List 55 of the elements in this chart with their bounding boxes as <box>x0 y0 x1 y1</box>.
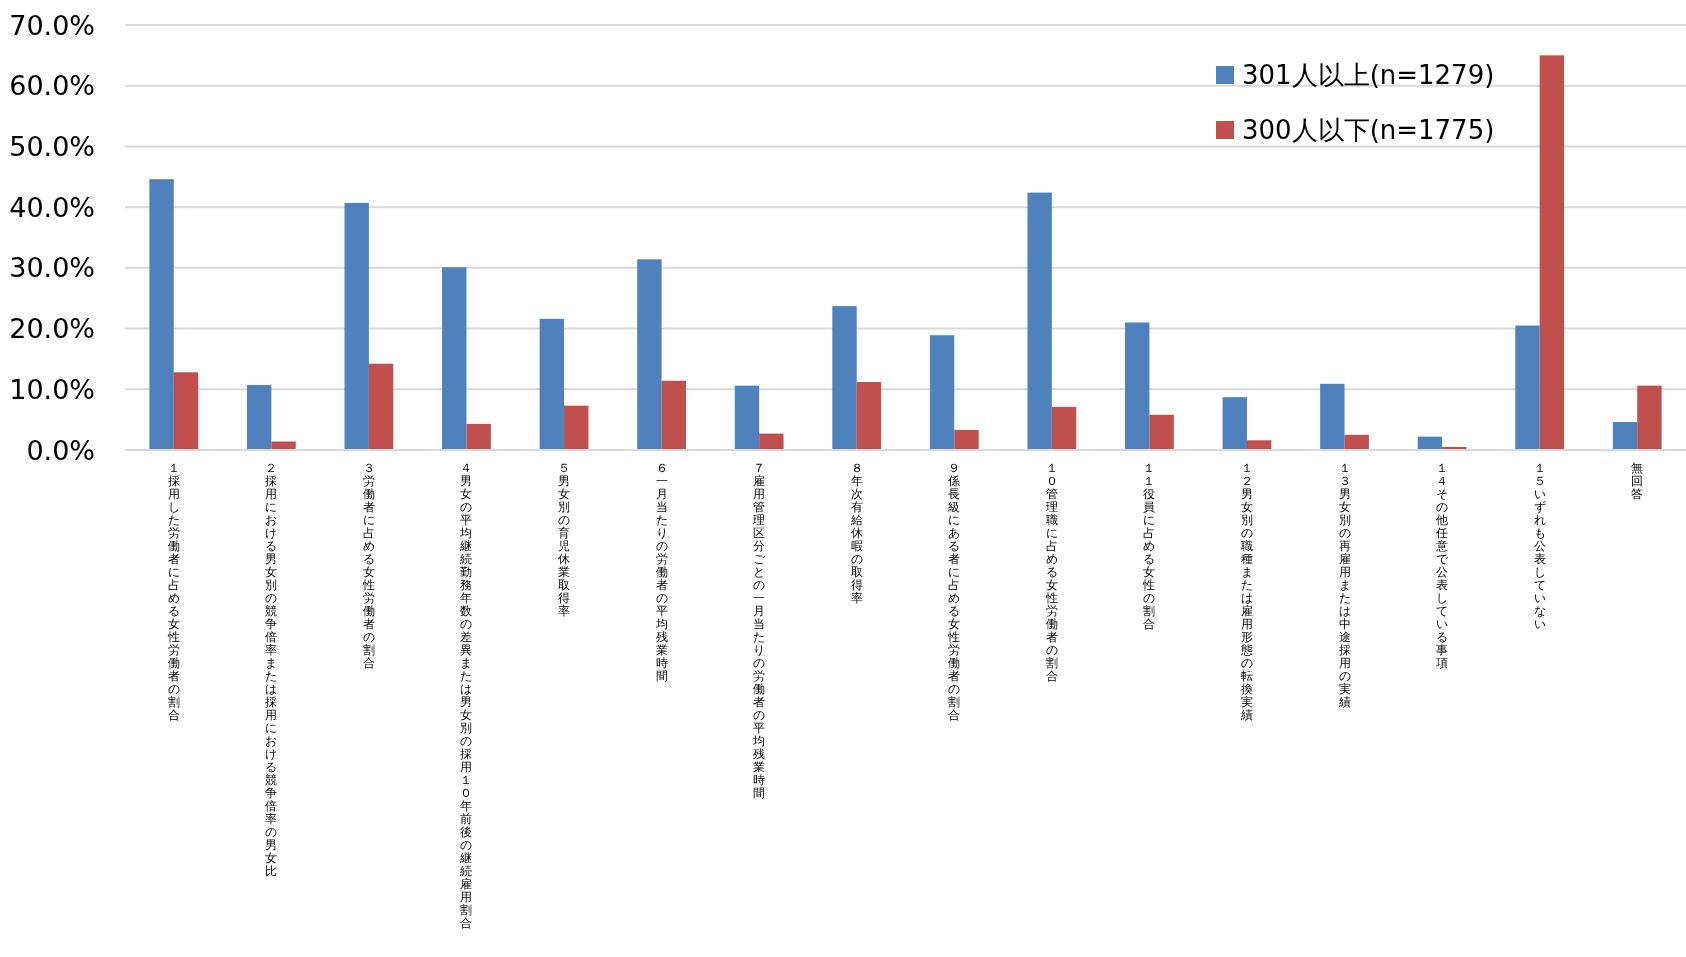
category-label: ５男女別の育児休業取得率 <box>558 461 571 618</box>
bar <box>637 259 662 450</box>
category-label: １０管理職に占める女性労働者の割合 <box>1045 461 1058 683</box>
category-label: ６一月当たりの労働者の平均残業時間 <box>655 461 668 683</box>
bar <box>661 380 686 450</box>
bar <box>1344 434 1369 450</box>
y-tick-label: 30.0% <box>9 252 95 284</box>
bar <box>832 306 857 450</box>
bar <box>1637 385 1662 450</box>
bar <box>1539 55 1565 450</box>
bar <box>1612 422 1638 450</box>
bar <box>173 372 199 450</box>
y-tick-label: 40.0% <box>9 191 95 223</box>
y-tick-label: 0.0% <box>26 434 95 466</box>
category-label: １３男女別の再雇用または中途採用の実績 <box>1338 461 1351 709</box>
bar <box>149 179 174 450</box>
bar <box>564 405 589 450</box>
bar <box>759 433 784 450</box>
legend-label: 300人以下(n=1775) <box>1242 115 1495 145</box>
bar <box>1246 440 1272 450</box>
category-label: ７雇用管理区分ごとの一月当たりの労働者の平均残業時間 <box>753 461 766 800</box>
bar <box>954 429 979 450</box>
bar <box>1320 383 1345 450</box>
category-label: １採用した労働者に占める女性労働者の割合 <box>167 461 180 722</box>
bar <box>368 363 394 450</box>
y-tick-label: 50.0% <box>9 130 95 162</box>
category-label: ９係長級にある者に占める女性労働者の割合 <box>948 461 961 722</box>
bar <box>1125 322 1150 450</box>
category-label: １１役員に占める女性の割合 <box>1143 461 1156 631</box>
bar <box>344 202 369 450</box>
category-label: ４男女の平均継続勤務年数の差異または男女別の採用１０年前後の継続雇用割合 <box>460 461 473 930</box>
bar <box>246 385 272 450</box>
bar <box>929 335 955 450</box>
bar <box>1149 414 1174 450</box>
category-label: ３労働者に占める女性労働者の割合 <box>362 461 375 670</box>
y-tick-label: 20.0% <box>9 313 95 345</box>
bar <box>1027 192 1052 450</box>
bar <box>442 267 467 450</box>
bar <box>1515 325 1540 450</box>
bar <box>856 382 882 450</box>
bar <box>1222 397 1247 450</box>
bar <box>539 318 565 450</box>
y-tick-label: 10.0% <box>9 373 95 405</box>
category-label: ８年次有給休暇の取得率 <box>850 461 863 605</box>
bar <box>734 385 760 450</box>
category-label: １４その他任意で公表している事項 <box>1436 461 1449 670</box>
bar <box>466 423 491 450</box>
x-tick-label: 無回答 <box>1631 461 1644 501</box>
category-label: ２採用における男女別の競争倍率または採用における競争倍率の男女比 <box>265 461 278 878</box>
legend-label: 301人以上(n=1279) <box>1242 60 1495 90</box>
category-label: １２男女別の職種または雇用形態の転換実績 <box>1240 461 1253 722</box>
bar <box>1051 406 1077 450</box>
y-tick-label: 70.0% <box>9 9 95 41</box>
category-label: １５いずれも公表していない <box>1533 461 1546 631</box>
y-tick-label: 60.0% <box>9 70 95 102</box>
